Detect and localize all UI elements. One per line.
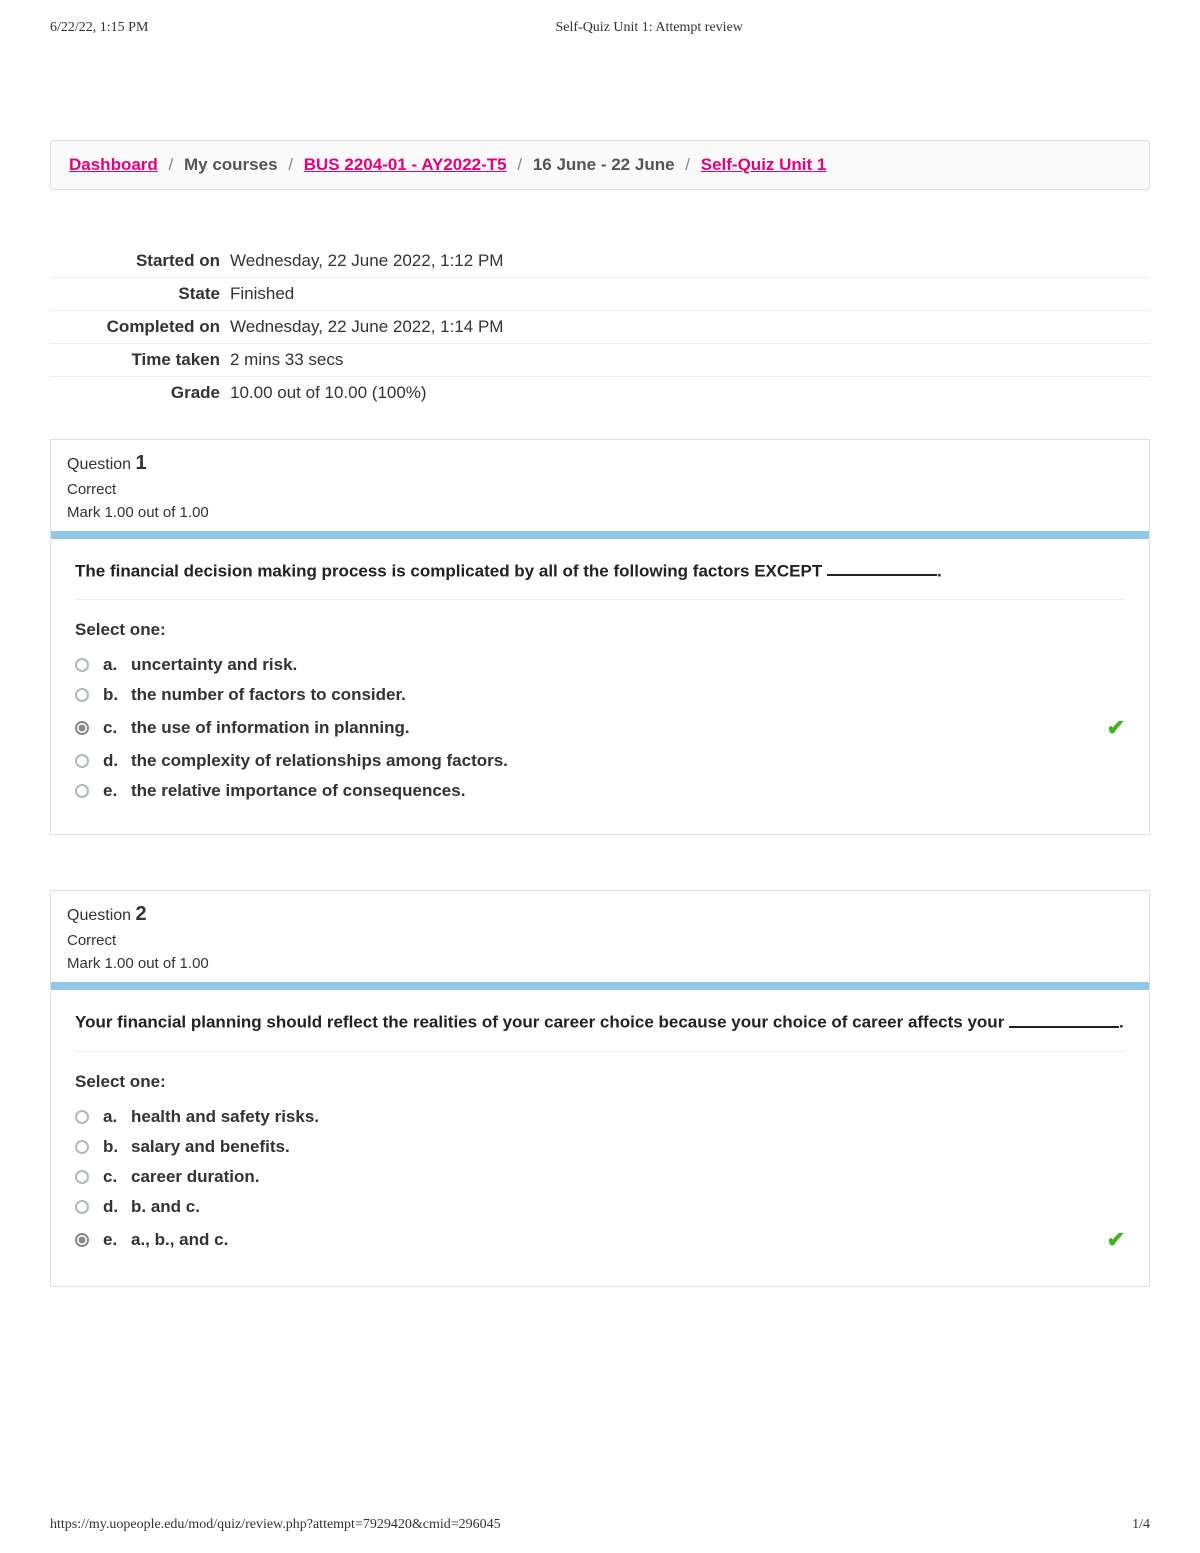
option-letter: b.: [103, 1137, 131, 1157]
question-content: Your financial planning should reflect t…: [51, 990, 1149, 1285]
print-url: https://my.uopeople.edu/mod/quiz/review.…: [50, 1517, 501, 1533]
radio-icon[interactable]: [75, 1110, 89, 1124]
question-mark: Mark 1.00 out of 1.00: [67, 504, 1133, 521]
option-text: the relative importance of consequences.: [131, 781, 1125, 801]
question-state: Correct: [67, 481, 1133, 498]
summary-label: Completed on: [50, 311, 230, 344]
answer-option[interactable]: d.b. and c.: [75, 1192, 1125, 1222]
option-text: health and safety risks.: [131, 1107, 1125, 1127]
breadcrumb-sep: /: [288, 155, 293, 174]
radio-icon[interactable]: [75, 688, 89, 702]
answer-option[interactable]: e.a., b., and c. ✔: [75, 1222, 1125, 1258]
summary-value: 2 mins 33 secs: [230, 344, 1150, 377]
question-accent-bar: [51, 982, 1149, 990]
radio-icon[interactable]: [75, 721, 89, 735]
radio-icon[interactable]: [75, 1233, 89, 1247]
option-letter: a.: [103, 1107, 131, 1127]
question-number: 2: [135, 903, 146, 925]
radio-icon[interactable]: [75, 754, 89, 768]
option-text: the use of information in planning.: [131, 718, 1095, 738]
question-block: Question 2 Correct Mark 1.00 out of 1.00 Yo…: [50, 890, 1150, 1286]
page-content: Dashboard / My courses / BUS 2204-01 - A…: [50, 140, 1150, 1287]
question-info: Question 1 Correct Mark 1.00 out of 1.00: [51, 440, 1149, 531]
breadcrumb-sep: /: [685, 155, 690, 174]
breadcrumb-dashboard[interactable]: Dashboard: [69, 155, 158, 174]
option-text: b. and c.: [131, 1197, 1125, 1217]
question-block: Question 1 Correct Mark 1.00 out of 1.00 Th…: [50, 439, 1150, 835]
print-header: 6/22/22, 1:15 PM Self-Quiz Unit 1: Attem…: [50, 20, 1150, 36]
summary-label: Time taken: [50, 344, 230, 377]
question-mark: Mark 1.00 out of 1.00: [67, 955, 1133, 972]
answer-option[interactable]: a.uncertainty and risk.: [75, 650, 1125, 680]
option-letter: c.: [103, 718, 131, 738]
print-timestamp: 6/22/22, 1:15 PM: [50, 20, 148, 36]
breadcrumb-daterange: 16 June - 22 June: [533, 155, 675, 174]
question-info: Question 2 Correct Mark 1.00 out of 1.00: [51, 891, 1149, 982]
question-content: The financial decision making process is…: [51, 539, 1149, 834]
check-icon: ✔: [1107, 1227, 1125, 1253]
table-row: Grade 10.00 out of 10.00 (100%): [50, 377, 1150, 410]
question-text: The financial decision making process is…: [75, 561, 1125, 600]
question-number-label: Question 2: [67, 903, 1133, 926]
print-footer: https://my.uopeople.edu/mod/quiz/review.…: [50, 1517, 1150, 1533]
print-pagenum: 1/4: [1132, 1517, 1150, 1533]
option-text: a., b., and c.: [131, 1230, 1095, 1250]
answer-list: a.uncertainty and risk.b.the number of f…: [75, 650, 1125, 806]
breadcrumb-quiz[interactable]: Self-Quiz Unit 1: [701, 155, 827, 174]
summary-value: 10.00 out of 10.00 (100%): [230, 377, 1150, 410]
answer-option[interactable]: c.the use of information in planning. ✔: [75, 710, 1125, 746]
radio-icon[interactable]: [75, 1200, 89, 1214]
radio-icon[interactable]: [75, 1140, 89, 1154]
radio-icon[interactable]: [75, 658, 89, 672]
select-one-prompt: Select one:: [75, 620, 1125, 640]
table-row: Completed on Wednesday, 22 June 2022, 1:…: [50, 311, 1150, 344]
summary-value: Finished: [230, 278, 1150, 311]
answer-option[interactable]: d.the complexity of relationships among …: [75, 746, 1125, 776]
attempt-summary-table: Started on Wednesday, 22 June 2022, 1:12…: [50, 245, 1150, 409]
summary-value: Wednesday, 22 June 2022, 1:14 PM: [230, 311, 1150, 344]
option-text: the complexity of relationships among fa…: [131, 751, 1125, 771]
question-number-label: Question 1: [67, 452, 1133, 475]
question-state: Correct: [67, 932, 1133, 949]
breadcrumb: Dashboard / My courses / BUS 2204-01 - A…: [50, 140, 1150, 190]
option-letter: a.: [103, 655, 131, 675]
blank-line: [1009, 1012, 1119, 1027]
breadcrumb-sep: /: [517, 155, 522, 174]
breadcrumb-sep: /: [169, 155, 174, 174]
answer-option[interactable]: e.the relative importance of consequence…: [75, 776, 1125, 806]
summary-label: State: [50, 278, 230, 311]
summary-label: Grade: [50, 377, 230, 410]
summary-value: Wednesday, 22 June 2022, 1:12 PM: [230, 245, 1150, 278]
blank-line: [827, 561, 937, 576]
check-icon: ✔: [1107, 715, 1125, 741]
option-letter: c.: [103, 1167, 131, 1187]
table-row: Time taken 2 mins 33 secs: [50, 344, 1150, 377]
answer-option[interactable]: c.career duration.: [75, 1162, 1125, 1192]
option-text: the number of factors to consider.: [131, 685, 1125, 705]
table-row: State Finished: [50, 278, 1150, 311]
option-letter: d.: [103, 751, 131, 771]
option-text: career duration.: [131, 1167, 1125, 1187]
radio-icon[interactable]: [75, 1170, 89, 1184]
summary-label: Started on: [50, 245, 230, 278]
option-letter: e.: [103, 1230, 131, 1250]
table-row: Started on Wednesday, 22 June 2022, 1:12…: [50, 245, 1150, 278]
radio-icon[interactable]: [75, 784, 89, 798]
print-title: Self-Quiz Unit 1: Attempt review: [50, 20, 1150, 36]
breadcrumb-course[interactable]: BUS 2204-01 - AY2022-T5: [304, 155, 507, 174]
option-letter: e.: [103, 781, 131, 801]
question-text: Your financial planning should reflect t…: [75, 1012, 1125, 1051]
option-letter: d.: [103, 1197, 131, 1217]
answer-option[interactable]: a.health and safety risks.: [75, 1102, 1125, 1132]
option-text: salary and benefits.: [131, 1137, 1125, 1157]
answer-list: a.health and safety risks.b.salary and b…: [75, 1102, 1125, 1258]
question-number: 1: [135, 452, 146, 474]
question-accent-bar: [51, 531, 1149, 539]
breadcrumb-mycourses: My courses: [184, 155, 278, 174]
select-one-prompt: Select one:: [75, 1072, 1125, 1092]
answer-option[interactable]: b.the number of factors to consider.: [75, 680, 1125, 710]
answer-option[interactable]: b.salary and benefits.: [75, 1132, 1125, 1162]
option-text: uncertainty and risk.: [131, 655, 1125, 675]
option-letter: b.: [103, 685, 131, 705]
